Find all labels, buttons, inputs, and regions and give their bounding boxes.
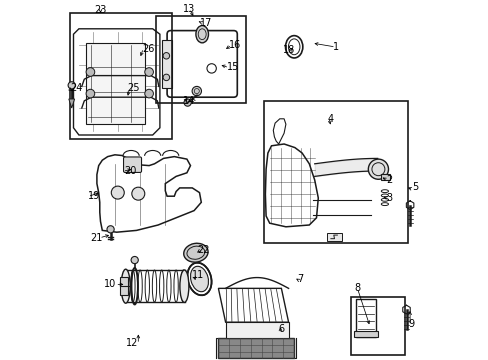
Text: 15: 15 bbox=[226, 62, 238, 72]
Ellipse shape bbox=[121, 269, 130, 303]
Bar bbox=[326, 233, 341, 241]
Ellipse shape bbox=[196, 26, 208, 43]
Text: 17: 17 bbox=[199, 18, 211, 28]
Text: 14: 14 bbox=[183, 96, 195, 106]
Polygon shape bbox=[69, 99, 75, 108]
Polygon shape bbox=[273, 119, 285, 144]
Circle shape bbox=[163, 74, 169, 81]
Bar bbox=[86, 43, 145, 124]
Bar bbox=[70, 13, 172, 139]
Bar bbox=[156, 16, 246, 103]
Circle shape bbox=[107, 226, 114, 233]
Circle shape bbox=[144, 89, 153, 98]
FancyBboxPatch shape bbox=[123, 157, 141, 172]
Text: 21: 21 bbox=[90, 233, 102, 243]
Circle shape bbox=[367, 159, 387, 179]
Ellipse shape bbox=[180, 270, 188, 302]
Bar bbox=[264, 101, 407, 243]
Text: 19: 19 bbox=[88, 191, 100, 201]
Text: 6: 6 bbox=[278, 324, 284, 334]
Polygon shape bbox=[97, 155, 201, 232]
Circle shape bbox=[183, 99, 191, 106]
Text: 9: 9 bbox=[407, 319, 413, 329]
Circle shape bbox=[132, 187, 144, 200]
Text: 8: 8 bbox=[354, 283, 360, 293]
Text: 5: 5 bbox=[411, 182, 417, 192]
Text: 16: 16 bbox=[229, 40, 241, 50]
Circle shape bbox=[68, 82, 75, 89]
Polygon shape bbox=[218, 288, 288, 322]
Text: 11: 11 bbox=[192, 270, 204, 280]
Bar bbox=[380, 174, 389, 180]
Text: 3: 3 bbox=[386, 193, 392, 203]
Text: 10: 10 bbox=[104, 279, 117, 289]
Text: 12: 12 bbox=[126, 338, 138, 348]
Text: 20: 20 bbox=[123, 166, 136, 176]
Ellipse shape bbox=[190, 266, 208, 292]
Ellipse shape bbox=[183, 243, 207, 262]
Bar bbox=[218, 338, 293, 358]
Polygon shape bbox=[265, 144, 318, 227]
Text: 23: 23 bbox=[94, 5, 106, 15]
Text: 25: 25 bbox=[127, 83, 140, 93]
Text: 26: 26 bbox=[142, 44, 154, 54]
FancyBboxPatch shape bbox=[167, 31, 237, 97]
Text: 4: 4 bbox=[326, 114, 333, 124]
Text: 13: 13 bbox=[182, 4, 194, 14]
Bar bbox=[350, 297, 404, 355]
Bar bbox=[355, 299, 375, 337]
Polygon shape bbox=[225, 322, 288, 338]
Bar bbox=[162, 40, 171, 88]
Text: 2: 2 bbox=[386, 175, 392, 185]
Text: 22: 22 bbox=[197, 245, 210, 255]
Text: 24: 24 bbox=[70, 83, 82, 93]
Text: 7: 7 bbox=[296, 274, 303, 284]
Circle shape bbox=[86, 89, 95, 98]
Circle shape bbox=[111, 186, 124, 199]
Circle shape bbox=[144, 68, 153, 76]
Text: 1: 1 bbox=[332, 42, 338, 52]
Bar bbox=[120, 277, 128, 295]
Circle shape bbox=[131, 256, 138, 264]
Circle shape bbox=[163, 53, 169, 59]
Circle shape bbox=[192, 86, 201, 96]
Polygon shape bbox=[73, 29, 160, 135]
Text: 18: 18 bbox=[283, 45, 295, 55]
Circle shape bbox=[86, 68, 95, 76]
Bar bbox=[354, 331, 377, 337]
